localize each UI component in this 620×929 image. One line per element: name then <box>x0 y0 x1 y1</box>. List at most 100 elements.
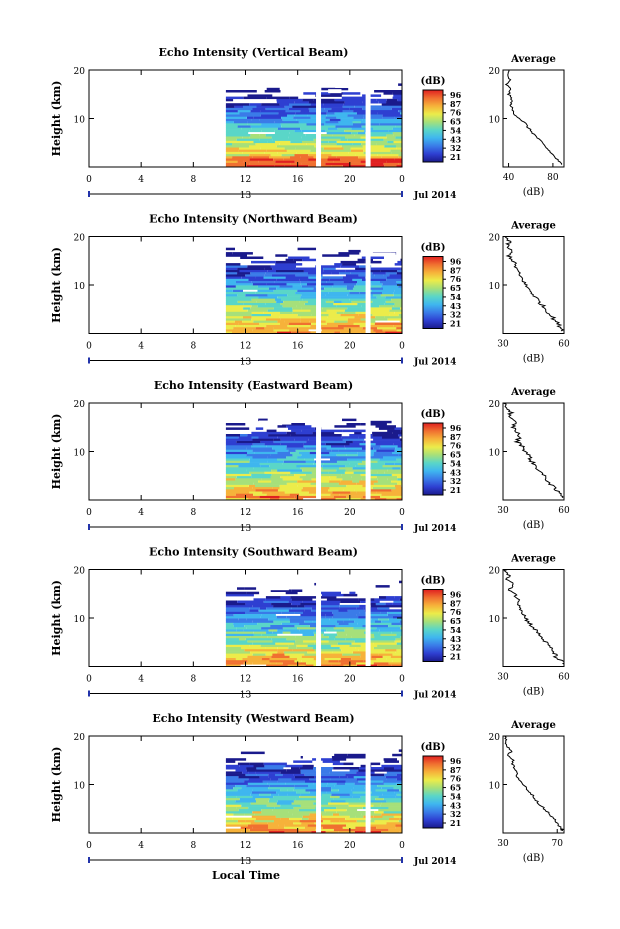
heatmap-cell <box>339 646 356 650</box>
x-tick-label: 4 <box>138 675 144 685</box>
heatmap-cell <box>380 445 398 448</box>
heatmap-cell <box>349 298 373 301</box>
heatmap-cell <box>255 427 264 430</box>
heatmap-cell <box>373 453 399 457</box>
heatmap-cell <box>398 285 402 288</box>
heatmap-cell <box>295 635 317 639</box>
data-gap <box>316 236 322 334</box>
heatmap-cell <box>225 276 242 279</box>
heatmap-cell <box>319 449 332 452</box>
heatmap-cell <box>374 322 402 325</box>
heatmap-cell <box>238 775 260 779</box>
heatmap-cell <box>244 624 271 628</box>
heatmap-cell <box>368 793 383 796</box>
colorbar-tick-label: 54 <box>450 458 462 468</box>
heatmap-cell <box>225 604 253 608</box>
heatmap-cell <box>333 302 358 306</box>
heatmap-cell <box>365 140 388 144</box>
blank-patch <box>264 413 283 418</box>
heatmap-cell <box>329 118 341 122</box>
heatmap-cell <box>398 156 402 159</box>
average-y-tick-label: 20 <box>489 567 501 577</box>
colorbar-tick-label: 54 <box>450 791 462 801</box>
heatmap-cell <box>349 140 366 144</box>
average-x-tick-label: 30 <box>497 340 509 350</box>
heatmap-cell <box>323 267 336 270</box>
heatmap-cell <box>290 451 299 455</box>
heatmap-cell <box>225 329 253 332</box>
heatmap-cell <box>363 151 392 155</box>
heatmap-cell <box>265 646 278 650</box>
heatmap-cell <box>225 808 239 812</box>
heatmap-cell <box>247 764 254 768</box>
heatmap-cell <box>271 136 289 139</box>
heatmap-cell <box>384 315 402 319</box>
heatmap-cell <box>356 662 374 665</box>
heatmap-cell <box>280 789 288 792</box>
heatmap-cell <box>256 800 269 803</box>
heatmap-cell <box>251 431 267 435</box>
blank-patch <box>258 420 292 425</box>
heatmap-cell <box>343 489 355 492</box>
heatmap-cell <box>225 158 250 161</box>
heatmap-cell <box>301 655 326 658</box>
heatmap-cell <box>244 780 263 783</box>
heatmap-cell <box>342 164 369 168</box>
heatmap-cell <box>255 142 280 146</box>
blank-patch <box>371 408 403 413</box>
heatmap-cell <box>310 482 320 485</box>
heatmap-cell <box>240 822 251 825</box>
heatmap-cell <box>296 464 323 468</box>
heatmap-cell <box>395 447 402 450</box>
heatmap-cell <box>315 806 337 810</box>
heatmap-cell <box>321 453 337 457</box>
heatmap-cell <box>318 118 330 122</box>
heatmap-cell <box>331 756 343 759</box>
heatmap-cell <box>318 304 337 308</box>
heatmap-cell <box>380 804 397 807</box>
blank-patch <box>269 743 287 748</box>
heatmap-cell <box>255 326 265 330</box>
heatmap-cell <box>287 324 311 328</box>
heatmap-cell <box>392 92 402 95</box>
heatmap-cell <box>290 434 318 437</box>
heatmap-cell <box>258 648 278 652</box>
heatmap-cell <box>336 116 354 119</box>
heatmap-cell <box>313 98 335 102</box>
day-label: 13 <box>240 857 252 867</box>
heatmap-cell <box>311 607 340 610</box>
heatmap-cell <box>225 127 241 130</box>
heatmap-cell <box>272 447 287 450</box>
heatmap-cell <box>255 276 264 279</box>
heatmap-cell <box>225 489 240 492</box>
heatmap-cell <box>395 637 402 641</box>
heatmap-cell <box>348 802 375 805</box>
heatmap-cell <box>372 293 381 297</box>
heatmap-cell <box>325 162 350 166</box>
heatmap-cell <box>385 775 401 779</box>
heatmap-cell <box>396 145 402 148</box>
heatmap-cell <box>276 269 304 273</box>
colorbar-tick-label: 76 <box>450 108 462 118</box>
blank-patch <box>310 575 331 580</box>
heatmap-cell <box>345 136 361 139</box>
heatmap-cell <box>249 491 262 494</box>
heatmap-cell <box>339 813 362 816</box>
heatmap-cell <box>330 92 343 95</box>
heatmap-cell <box>277 651 284 654</box>
heatmap-cell <box>356 613 367 617</box>
heatmap-cell <box>387 478 398 481</box>
heatmap-cell <box>270 453 293 457</box>
heatmap-cell <box>327 315 355 319</box>
heatmap-cell <box>378 631 392 634</box>
y-axis-label: Height (km) <box>50 81 63 157</box>
heatmap-cell <box>331 153 356 157</box>
heatmap-cell <box>246 469 272 472</box>
heatmap-cell <box>338 252 360 255</box>
heatmap-cell <box>342 653 361 656</box>
heatmap-cell <box>245 773 257 777</box>
heatmap-cell <box>285 591 298 595</box>
heatmap-cell <box>296 304 319 308</box>
heatmap-cell <box>316 291 329 295</box>
heatmap-cell <box>316 109 328 113</box>
